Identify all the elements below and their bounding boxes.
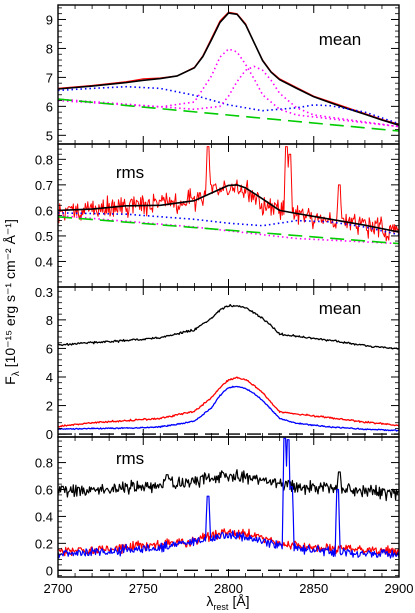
x-axis-label: λrest [Å] bbox=[206, 593, 249, 612]
series-line-2 bbox=[58, 376, 399, 428]
y-tick-label: 0.7 bbox=[35, 178, 53, 193]
x-tick-label: 2900 bbox=[385, 581, 414, 596]
y-tick-label: 4 bbox=[46, 370, 53, 385]
series-line-2 bbox=[58, 184, 399, 233]
plot-area bbox=[58, 146, 399, 245]
panel-rms-lower: 0 0.2 0.4 0.6 0.8 2700 2750 2800 2850 2900 rms bbox=[35, 436, 414, 596]
y-axis-label: Fλ [10⁻¹⁵ erg s⁻¹ cm⁻² Å⁻¹] bbox=[2, 219, 22, 385]
panel-mean-lower: 0 2 4 6 8 0.3 mean bbox=[35, 285, 400, 442]
y-tick-label: 0 bbox=[46, 563, 53, 578]
y-axis-label-unit: [10⁻¹⁵ erg s⁻¹ cm⁻² Å⁻¹] bbox=[2, 219, 18, 367]
x-tick-label: 2800 bbox=[214, 581, 243, 596]
x-axis-label-sub: rest bbox=[213, 602, 229, 612]
y-tick-label: 0 bbox=[46, 427, 53, 442]
y-tick-label-top: 0.3 bbox=[35, 285, 53, 300]
series-line-3 bbox=[58, 85, 399, 125]
panel-frame bbox=[57, 143, 400, 288]
y-tick-label: 0.8 bbox=[35, 456, 53, 471]
y-tick-label: 2 bbox=[46, 399, 53, 414]
y-axis-label-main: F bbox=[2, 376, 18, 385]
series-line-1 bbox=[58, 146, 399, 242]
y-tick-label: 6 bbox=[46, 99, 53, 114]
y-tick-label: 5 bbox=[46, 128, 53, 143]
series-line-3 bbox=[58, 385, 399, 432]
series-line-1 bbox=[58, 11, 399, 125]
y-tick-label: 8 bbox=[46, 313, 53, 328]
y-tick-label: 0.8 bbox=[35, 152, 53, 167]
panel-frame bbox=[57, 436, 400, 578]
y-tick-label: 0.4 bbox=[35, 254, 53, 269]
series-line-4 bbox=[58, 214, 399, 245]
series-line-5 bbox=[58, 65, 399, 128]
y-tick-label: 0.2 bbox=[35, 536, 53, 551]
series-line-3 bbox=[58, 437, 399, 559]
y-tick-label: 7 bbox=[46, 70, 53, 85]
plot-area bbox=[58, 303, 399, 435]
panels: 56789mean0.40.50.60.70.8rms024680.3mean0… bbox=[35, 4, 414, 596]
panel-mean-upper: 5 6 7 8 9 mean bbox=[46, 4, 400, 145]
panel-label: mean bbox=[319, 30, 362, 49]
plot-area bbox=[58, 437, 399, 571]
panel-label: rms bbox=[116, 163, 144, 182]
y-tick-label: 0.6 bbox=[35, 483, 53, 498]
x-tick-label: 2750 bbox=[129, 581, 158, 596]
series-line-1 bbox=[58, 303, 399, 350]
panel-rms-upper: 0.4 0.5 0.6 0.7 0.8 rms bbox=[35, 143, 400, 288]
x-axis-label-unit: [Å] bbox=[232, 593, 249, 609]
x-axis-label-main: λ bbox=[206, 593, 213, 609]
series-line-2 bbox=[58, 12, 399, 126]
y-tick-label: 0.5 bbox=[35, 229, 53, 244]
series-line-3 bbox=[58, 212, 399, 236]
y-tick-label: 0.6 bbox=[35, 203, 53, 218]
x-tick-label: 2700 bbox=[44, 581, 73, 596]
panel-frame bbox=[57, 4, 400, 145]
plot-area bbox=[58, 11, 399, 132]
series-line-6 bbox=[58, 98, 399, 132]
y-tick-label: 9 bbox=[46, 12, 53, 27]
y-axis-label-sub: λ bbox=[11, 371, 22, 376]
y-tick-label: 8 bbox=[46, 41, 53, 56]
panel-label: rms bbox=[116, 449, 144, 468]
series-line-5 bbox=[58, 216, 399, 245]
y-tick-label: 0.4 bbox=[35, 509, 53, 524]
y-tick-label: 6 bbox=[46, 341, 53, 356]
series-line-1 bbox=[58, 469, 399, 502]
x-tick-label: 2850 bbox=[299, 581, 328, 596]
panel-label: mean bbox=[319, 299, 362, 318]
